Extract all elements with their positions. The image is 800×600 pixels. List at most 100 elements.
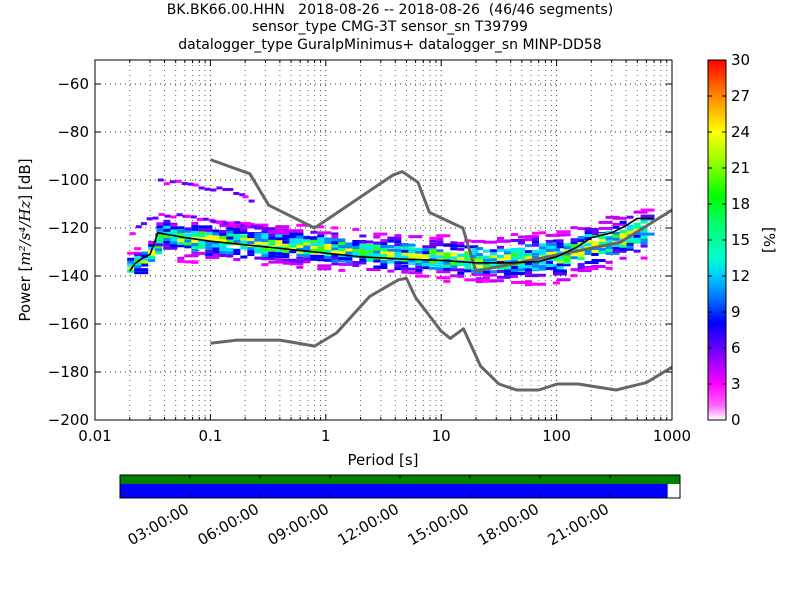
density-cell	[394, 255, 402, 259]
density-cell	[191, 239, 199, 243]
density-cell	[401, 255, 409, 259]
density-cell	[496, 245, 504, 249]
density-cell	[317, 231, 332, 235]
density-cell	[155, 245, 163, 249]
density-cell	[141, 260, 149, 264]
density-cell	[503, 260, 511, 264]
density-cell	[563, 249, 571, 253]
density-cell	[524, 265, 532, 269]
density-cell	[563, 258, 571, 262]
density-cell	[359, 243, 367, 247]
density-cell	[373, 232, 388, 236]
density-cell	[148, 252, 156, 256]
density-cell	[141, 254, 149, 258]
time-tick-label: 06:00:00	[195, 500, 262, 549]
density-cell	[331, 235, 339, 239]
density-cell	[191, 224, 199, 228]
density-cell	[531, 231, 539, 235]
density-cell	[156, 225, 164, 229]
density-cell	[436, 264, 444, 268]
density-cell	[198, 225, 213, 229]
density-cell	[181, 182, 188, 186]
density-cell	[496, 257, 504, 261]
density-cell	[141, 251, 149, 255]
density-cell	[545, 251, 553, 255]
density-cell	[289, 250, 297, 254]
colorbar-label: [%]	[760, 227, 778, 253]
density-cell	[324, 249, 332, 253]
y-tick-label: −60	[57, 75, 89, 93]
y-axis-label-prefix: Power [	[16, 266, 34, 322]
density-cell	[191, 245, 206, 249]
density-cell	[429, 254, 437, 258]
density-cell	[510, 247, 518, 251]
density-cell	[591, 264, 606, 268]
density-cell	[254, 223, 269, 227]
density-cell	[289, 238, 297, 242]
density-cell	[436, 276, 451, 280]
density-cell	[310, 245, 318, 249]
density-cell	[275, 249, 283, 253]
density-cell	[612, 222, 627, 226]
time-tick-label: 18:00:00	[475, 500, 542, 549]
title-line-3: datalogger_type GuralpMinimus+ datalogge…	[178, 37, 602, 53]
density-cell	[170, 235, 178, 239]
density-cell	[177, 259, 185, 263]
density-cell	[584, 240, 592, 244]
density-cell	[387, 251, 395, 255]
density-cell	[464, 266, 472, 270]
density-cell	[163, 240, 171, 244]
density-cell	[219, 244, 227, 248]
density-cell	[380, 260, 388, 264]
density-cell	[556, 263, 571, 267]
time-coverage-bar: 03:00:00 06:00:00 09:00:00 12:00:00 15:00:00…	[119, 474, 681, 549]
density-cell	[268, 260, 283, 264]
density-cell	[140, 222, 147, 226]
density-cell	[163, 182, 170, 186]
density-cell	[531, 255, 539, 259]
density-cell	[331, 238, 346, 242]
density-cell	[415, 274, 430, 278]
density-cell	[482, 270, 490, 274]
density-cell	[471, 272, 486, 276]
density-cell	[489, 258, 497, 262]
density-cell	[436, 240, 444, 244]
density-cell	[219, 238, 227, 242]
density-cell	[552, 266, 560, 270]
density-cell	[192, 183, 199, 187]
density-cell	[570, 274, 578, 278]
density-cell	[261, 230, 269, 234]
y-tick-label: −200	[48, 411, 89, 429]
density-cell	[170, 226, 185, 230]
density-cell	[524, 235, 539, 239]
time-tick-label: 03:00:00	[125, 500, 192, 549]
x-axis-ticks: 0.01 0.1 1 10 100 1000	[78, 60, 691, 445]
density-cell	[164, 214, 171, 218]
density-cell	[591, 249, 599, 253]
density-cell	[503, 239, 511, 243]
x-axis-label: Period [s]	[347, 451, 418, 469]
density-cell	[556, 266, 564, 270]
density-cell	[380, 245, 395, 249]
density-cell	[556, 251, 564, 255]
y-tick-label: −180	[48, 363, 89, 381]
density-cell	[233, 249, 241, 253]
density-cell	[359, 240, 374, 244]
density-cell	[317, 243, 325, 247]
density-cell	[394, 249, 402, 253]
density-cell	[584, 261, 599, 265]
density-cell	[626, 227, 634, 231]
processed-data-bar	[120, 484, 668, 498]
density-cell	[429, 248, 437, 252]
density-cell	[538, 231, 546, 235]
density-cell	[242, 195, 249, 199]
density-cell	[408, 247, 416, 251]
density-cell	[134, 265, 142, 269]
density-cell	[212, 250, 220, 254]
density-cell	[475, 277, 483, 281]
density-cell	[517, 241, 525, 245]
series-nlnm	[210, 276, 672, 392]
density-cell	[556, 239, 564, 243]
density-cell	[612, 249, 627, 253]
density-cell	[482, 249, 490, 253]
